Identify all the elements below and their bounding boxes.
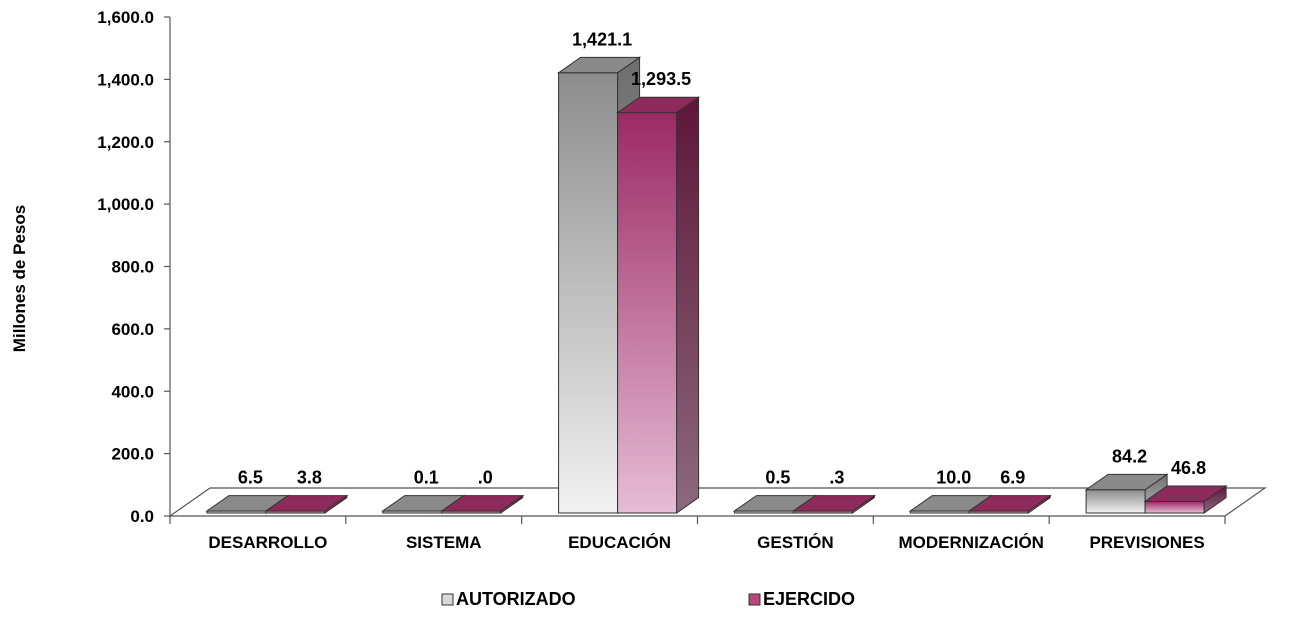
data-label: 84.2	[1112, 446, 1147, 466]
bar-ejercido-0	[264, 494, 349, 514]
bar-ejercido-5	[1143, 485, 1228, 514]
bar-ejercido-1	[440, 494, 525, 514]
y-tick-label: 0.0	[130, 507, 154, 526]
data-label: 1,421.1	[572, 29, 632, 49]
bar-front	[1085, 489, 1146, 514]
bar-top	[791, 495, 877, 512]
legend-label-autorizado: AUTORIZADO	[456, 589, 576, 609]
data-label: 46.8	[1171, 458, 1206, 478]
bar-ejercido-2	[615, 96, 701, 514]
bar-ejercido-3	[791, 494, 877, 514]
bar-top	[967, 495, 1052, 512]
data-label: 3.8	[297, 468, 322, 488]
bar-top	[264, 495, 349, 512]
x-category-label: PREVISIONES	[1089, 533, 1204, 552]
data-label: 6.5	[238, 468, 263, 488]
data-label: 0.1	[414, 468, 439, 488]
y-axis-title: Millones de Pesos	[10, 205, 29, 352]
bar-top	[1143, 485, 1228, 502]
y-tick-label: 200.0	[111, 445, 154, 464]
bar-top	[615, 96, 701, 114]
bar-front	[558, 72, 619, 514]
y-tick-label: 1,600.0	[97, 8, 154, 27]
y-tick-label: 1,400.0	[97, 70, 154, 89]
legend-swatch-autorizado	[441, 593, 454, 606]
data-label: .3	[829, 468, 844, 488]
bar-front	[1144, 500, 1205, 514]
x-category-label: DESARROLLO	[208, 533, 327, 552]
data-label: 6.9	[1000, 468, 1025, 488]
x-category-label: EDUCACIÓN	[568, 533, 671, 552]
legend-label-ejercido: EJERCIDO	[763, 589, 855, 609]
y-tick-label: 1,200.0	[97, 133, 154, 152]
bar-top	[1084, 473, 1169, 491]
y-tick-label: 600.0	[111, 320, 154, 339]
bar-side	[676, 96, 700, 514]
y-tick-label: 800.0	[111, 258, 154, 277]
x-category-label: SISTEMA	[406, 533, 482, 552]
data-label: 10.0	[936, 468, 971, 488]
legend-swatch-ejercido	[748, 593, 761, 606]
y-tick-label: 400.0	[111, 382, 154, 401]
y-tick-label: 1,000.0	[97, 195, 154, 214]
x-category-label: GESTIÓN	[757, 533, 834, 552]
data-label: 1,293.5	[631, 69, 691, 89]
bar-front	[617, 112, 678, 514]
data-label: .0	[478, 468, 493, 488]
data-label: 0.5	[765, 468, 790, 488]
bar-ejercido-4	[967, 494, 1052, 514]
bar-top	[440, 495, 525, 512]
x-category-label: MODERNIZACIÓN	[899, 533, 1044, 552]
bar-top	[556, 56, 642, 74]
